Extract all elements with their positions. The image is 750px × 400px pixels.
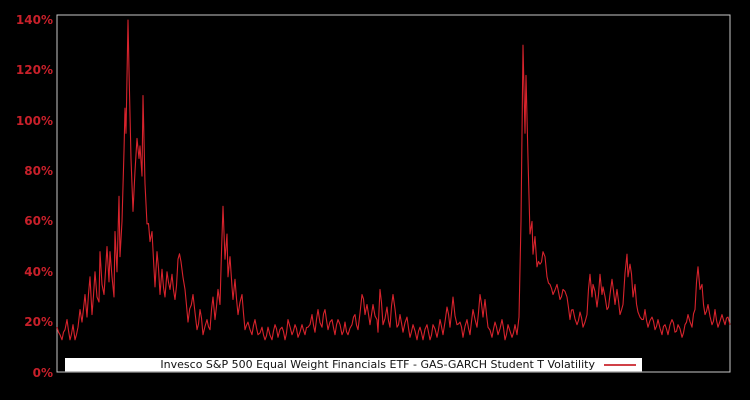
plot-frame	[56, 14, 731, 373]
volatility-series-line	[56, 19, 731, 341]
y-tick-label: 140%	[15, 13, 53, 28]
legend-label: Invesco S&P 500 Equal Weight Financials …	[160, 358, 595, 371]
y-tick-label: 40%	[24, 264, 53, 279]
y-tick-label: 100%	[15, 113, 53, 128]
y-tick-label: 20%	[24, 315, 53, 330]
y-tick-label: 0%	[32, 365, 53, 380]
y-tick-label: 120%	[15, 63, 53, 78]
legend: Invesco S&P 500 Equal Weight Financials …	[65, 358, 642, 372]
legend-line-sample-icon	[604, 363, 636, 366]
y-tick-label: 60%	[24, 214, 53, 229]
y-tick-label: 80%	[24, 164, 53, 179]
